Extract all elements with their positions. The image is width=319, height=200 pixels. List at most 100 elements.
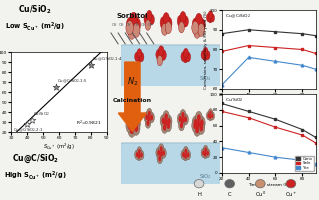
X-axis label: Time on stream (h): Time on stream (h)	[248, 183, 289, 187]
Circle shape	[182, 152, 185, 157]
Conv	[314, 34, 318, 37]
Point	[29, 118, 34, 122]
Circle shape	[156, 147, 161, 158]
Sele	[247, 116, 250, 119]
Point	[25, 122, 30, 126]
Circle shape	[161, 50, 166, 60]
Circle shape	[181, 150, 186, 159]
Conv	[247, 110, 250, 113]
Circle shape	[135, 119, 139, 127]
Circle shape	[145, 20, 151, 30]
Circle shape	[165, 22, 172, 34]
Circle shape	[135, 52, 140, 61]
Circle shape	[286, 180, 296, 188]
Circle shape	[182, 114, 189, 125]
Circle shape	[179, 116, 182, 122]
Text: OH: OH	[119, 23, 124, 27]
Circle shape	[158, 149, 164, 159]
Circle shape	[156, 49, 161, 60]
Circle shape	[182, 16, 189, 27]
Circle shape	[131, 120, 135, 128]
Circle shape	[181, 112, 185, 118]
Circle shape	[134, 124, 138, 132]
Circle shape	[184, 116, 187, 122]
Circle shape	[194, 119, 197, 126]
Yie	[220, 147, 224, 149]
Text: R$^2$=0.9821: R$^2$=0.9821	[76, 119, 102, 128]
Yie	[314, 68, 318, 70]
Yie	[314, 162, 318, 165]
Text: $\bf{Cu/SiO_2}$: $\bf{Cu/SiO_2}$	[18, 3, 52, 16]
Circle shape	[195, 126, 199, 133]
Circle shape	[146, 15, 152, 26]
Line: Conv: Conv	[220, 102, 317, 139]
Circle shape	[225, 180, 234, 188]
Circle shape	[256, 180, 265, 188]
Circle shape	[139, 52, 144, 62]
Text: SiO$_2$: SiO$_2$	[199, 172, 212, 181]
Circle shape	[130, 110, 137, 124]
Circle shape	[183, 48, 189, 58]
Yie	[274, 156, 278, 158]
Circle shape	[183, 53, 188, 63]
Text: Cu@C/SiO$_2$-1:5: Cu@C/SiO$_2$-1:5	[57, 78, 88, 85]
Circle shape	[195, 20, 202, 33]
Text: $N_2$: $N_2$	[127, 76, 138, 88]
Circle shape	[132, 121, 140, 135]
Circle shape	[180, 11, 186, 23]
Circle shape	[185, 52, 190, 62]
Circle shape	[205, 149, 210, 158]
Circle shape	[206, 151, 209, 156]
Text: SiO$_2$: SiO$_2$	[199, 74, 212, 83]
Point	[53, 85, 58, 89]
Circle shape	[181, 117, 184, 124]
Circle shape	[177, 15, 183, 27]
Circle shape	[167, 118, 171, 124]
Circle shape	[163, 111, 169, 123]
Circle shape	[161, 148, 166, 158]
Circle shape	[180, 109, 186, 121]
Circle shape	[148, 111, 151, 116]
Circle shape	[201, 50, 206, 59]
Circle shape	[187, 152, 189, 158]
Circle shape	[133, 116, 141, 130]
Circle shape	[204, 152, 207, 157]
Circle shape	[177, 113, 183, 125]
Circle shape	[179, 22, 184, 33]
Circle shape	[197, 114, 201, 121]
Circle shape	[161, 23, 168, 35]
Circle shape	[201, 148, 206, 157]
Circle shape	[157, 153, 163, 164]
Circle shape	[195, 13, 202, 26]
Circle shape	[146, 10, 152, 21]
Circle shape	[194, 180, 204, 188]
Circle shape	[204, 147, 207, 152]
Circle shape	[161, 121, 168, 133]
Text: OH: OH	[126, 23, 131, 27]
Yie	[220, 84, 224, 86]
Circle shape	[146, 120, 150, 126]
Circle shape	[144, 112, 150, 122]
Yie	[300, 64, 304, 66]
Circle shape	[164, 119, 167, 126]
Circle shape	[184, 153, 187, 159]
Circle shape	[157, 55, 163, 66]
Circle shape	[208, 15, 212, 23]
Circle shape	[203, 52, 208, 61]
Circle shape	[145, 118, 151, 128]
Circle shape	[128, 123, 136, 137]
Circle shape	[198, 18, 205, 31]
Line: Yie: Yie	[220, 56, 317, 86]
Circle shape	[206, 112, 211, 120]
Line: Sele: Sele	[220, 44, 317, 55]
Sele	[300, 134, 304, 136]
Circle shape	[195, 118, 202, 131]
Circle shape	[199, 124, 203, 132]
Circle shape	[138, 153, 140, 159]
Circle shape	[198, 23, 205, 36]
Circle shape	[147, 116, 151, 122]
Circle shape	[195, 111, 202, 124]
Circle shape	[131, 113, 136, 121]
Circle shape	[144, 14, 150, 24]
Circle shape	[180, 17, 186, 28]
